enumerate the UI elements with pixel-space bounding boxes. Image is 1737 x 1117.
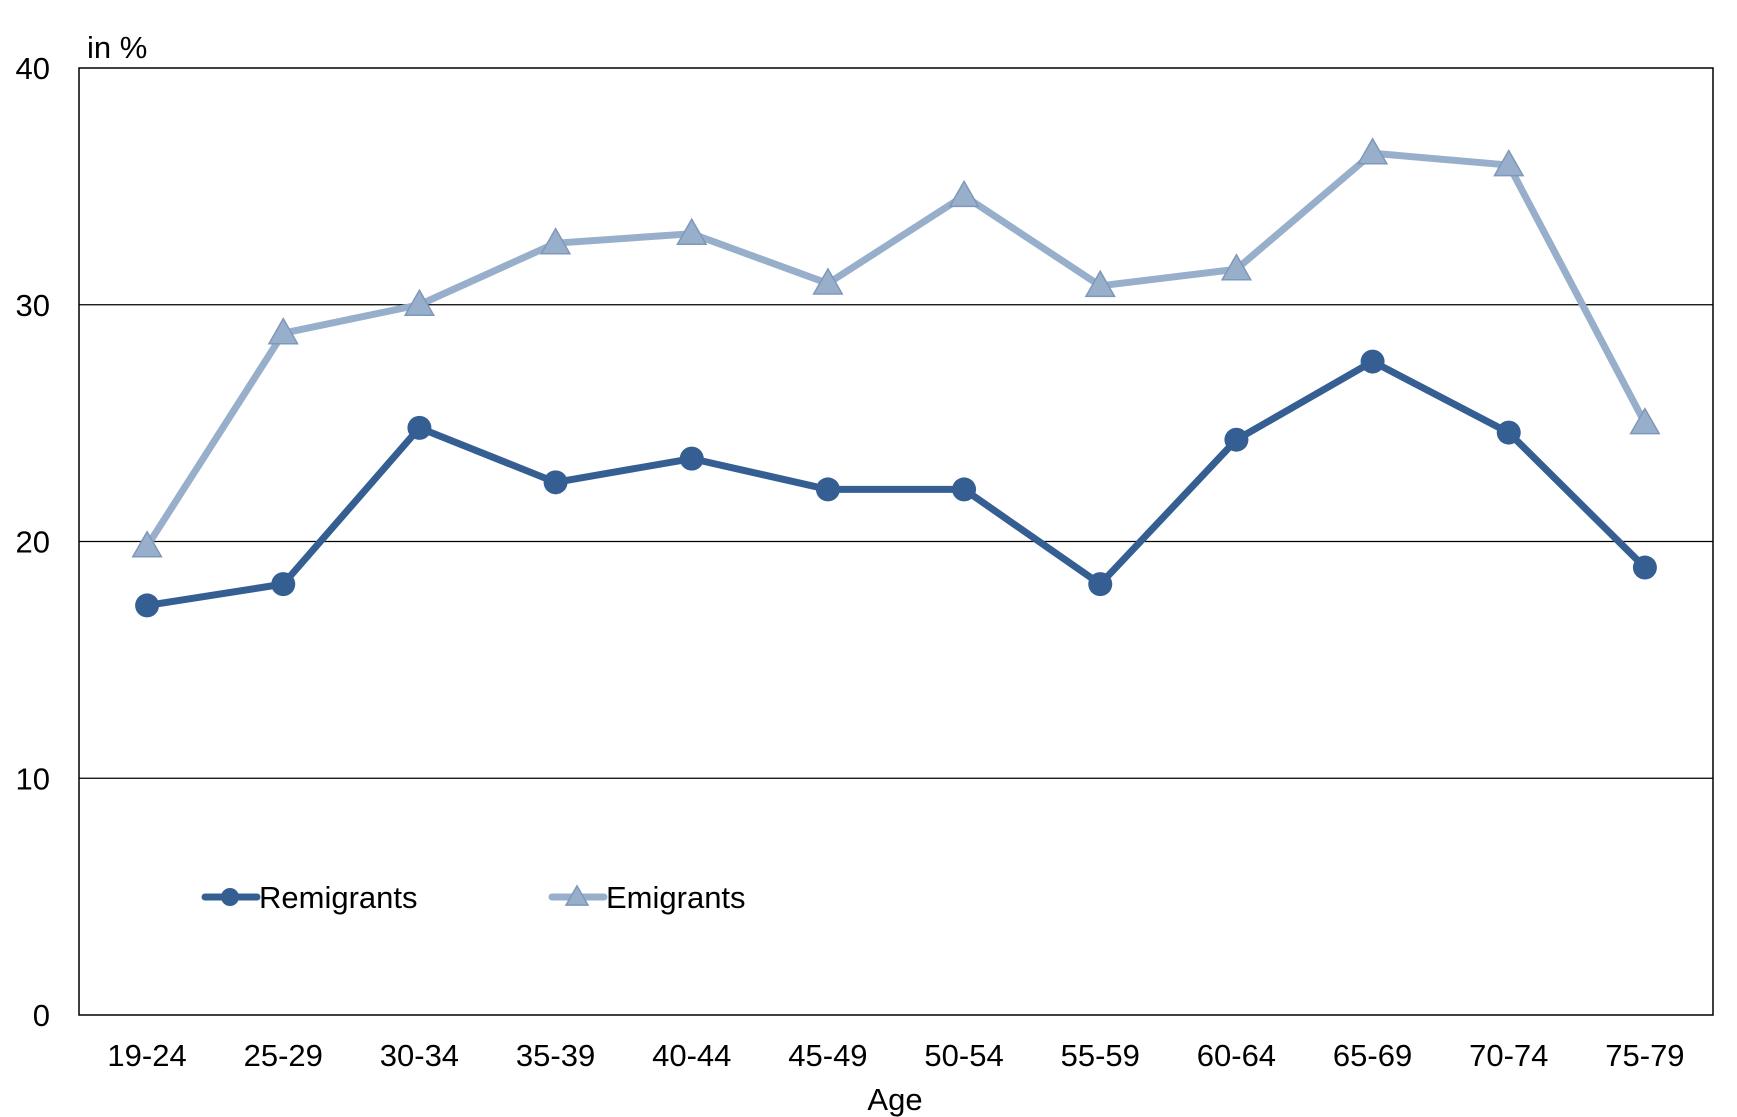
x-tick-label-40-44: 40-44 [652, 1038, 731, 1073]
legend: Remigrants Emigrants [201, 880, 746, 915]
point-emigrants-60-64 [1220, 253, 1253, 281]
point-remigrants-50-54 [952, 477, 977, 502]
x-tick-label-60-64: 60-64 [1197, 1038, 1276, 1073]
point-remigrants-25-29 [271, 572, 296, 597]
x-axis-tick-labels: 19-24 25-29 30-34 35-39 40-44 45-49 50-54 55-59… [107, 1038, 1684, 1073]
point-remigrants-45-49 [815, 477, 840, 502]
point-remigrants-35-39 [543, 470, 568, 495]
point-remigrants-70-74 [1496, 420, 1521, 445]
series-line-remigrants [143, 358, 1649, 609]
y-axis-title: in % [87, 30, 147, 65]
data-series [131, 137, 1661, 618]
x-tick-label-30-34: 30-34 [380, 1038, 459, 1073]
x-tick-label-55-59: 55-59 [1061, 1038, 1140, 1073]
x-tick-label-50-54: 50-54 [924, 1038, 1003, 1073]
point-remigrants-19-24 [135, 593, 160, 618]
x-tick-label-75-79: 75-79 [1605, 1038, 1684, 1073]
point-emigrants-55-59 [1084, 269, 1116, 298]
series-line-emigrants [143, 149, 1649, 550]
point-remigrants-55-59 [1088, 572, 1113, 597]
point-emigrants-75-79 [1629, 407, 1661, 435]
series-remigrants [135, 349, 1657, 618]
point-emigrants-19-24 [131, 530, 163, 558]
x-tick-label-35-39: 35-39 [516, 1038, 595, 1073]
y-tick-label-30: 30 [16, 288, 50, 323]
x-tick-label-19-24: 19-24 [107, 1038, 186, 1073]
point-emigrants-35-39 [539, 227, 572, 255]
y-tick-label-40: 40 [16, 51, 50, 86]
legend-marker-emigrants [564, 884, 590, 906]
legend-item-emigrants: Emigrants [548, 880, 746, 915]
point-emigrants-70-74 [1493, 149, 1525, 177]
legend-label-remigrants: Remigrants [259, 880, 418, 915]
point-emigrants-40-44 [676, 217, 708, 246]
legend-label-emigrants: Emigrants [606, 880, 746, 915]
gridlines [79, 304, 1713, 779]
point-emigrants-25-29 [267, 317, 299, 345]
plot-area-frame [78, 67, 1714, 1016]
x-tick-label-65-69: 65-69 [1333, 1038, 1412, 1073]
x-tick-label-25-29: 25-29 [244, 1038, 323, 1073]
point-emigrants-30-34 [403, 288, 436, 317]
point-remigrants-60-64 [1224, 427, 1249, 452]
x-tick-label-70-74: 70-74 [1469, 1038, 1548, 1073]
series-emigrants [131, 137, 1661, 558]
legend-item-remigrants: Remigrants [201, 880, 418, 915]
point-remigrants-30-34 [407, 415, 432, 440]
point-emigrants-50-54 [948, 179, 980, 208]
y-axis-tick-labels: 0 10 20 30 40 [16, 51, 50, 1033]
y-tick-label-0: 0 [33, 998, 50, 1033]
point-emigrants-65-69 [1356, 137, 1389, 165]
point-remigrants-40-44 [679, 446, 704, 471]
y-tick-label-20: 20 [16, 525, 50, 560]
x-tick-label-45-49: 45-49 [788, 1038, 867, 1073]
point-remigrants-65-69 [1360, 349, 1385, 374]
y-tick-label-10: 10 [16, 761, 50, 796]
point-remigrants-75-79 [1632, 555, 1657, 580]
legend-marker-remigrants [221, 888, 239, 906]
point-emigrants-45-49 [812, 267, 844, 295]
x-axis-title: Age [867, 1082, 922, 1117]
